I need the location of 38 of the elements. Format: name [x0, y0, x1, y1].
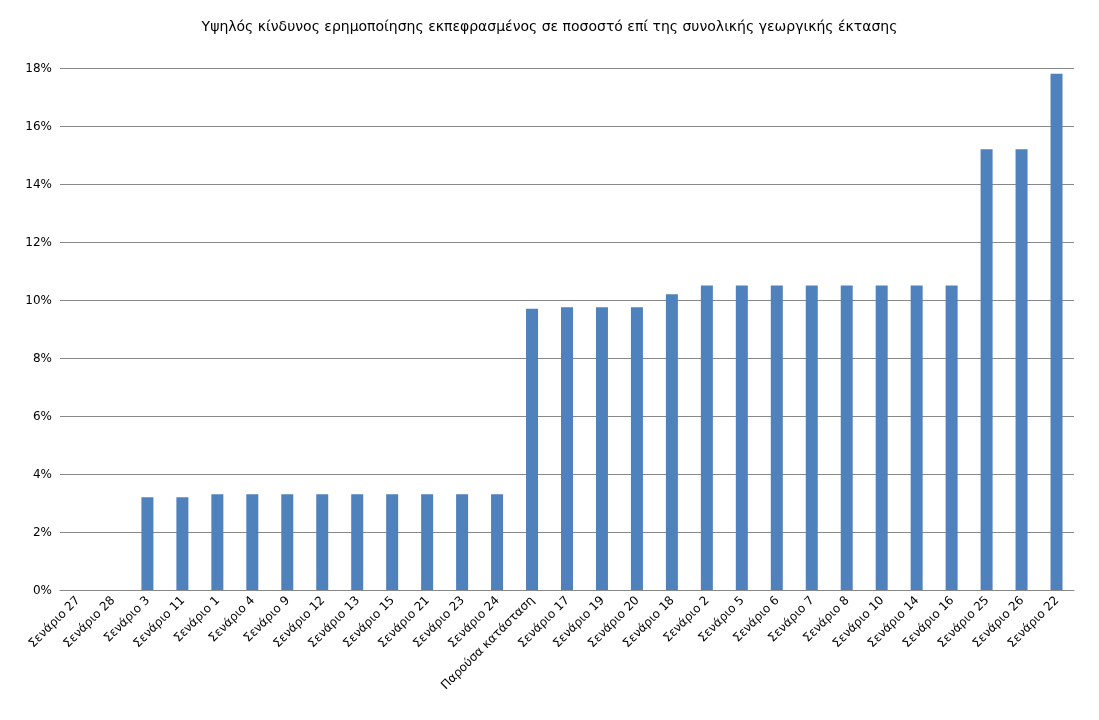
bar	[281, 494, 294, 590]
bar	[386, 494, 399, 590]
bar	[316, 494, 329, 590]
bar	[665, 294, 678, 590]
bar	[211, 494, 224, 590]
y-tick-label: 0%	[32, 583, 52, 597]
bar	[980, 149, 993, 590]
bar	[176, 497, 189, 590]
bar	[700, 285, 713, 590]
y-tick-label: 4%	[32, 467, 52, 481]
bar	[805, 285, 818, 590]
y-tick-label: 8%	[32, 351, 52, 365]
bar	[491, 494, 504, 590]
y-tick-label: 10%	[25, 293, 52, 307]
bar	[351, 494, 364, 590]
bar	[456, 494, 469, 590]
bar	[246, 494, 259, 590]
bar	[561, 307, 573, 590]
bar	[1015, 149, 1028, 590]
bar	[770, 285, 783, 590]
bar	[421, 494, 434, 590]
y-tick-label: 12%	[25, 235, 52, 249]
y-tick-label: 18%	[25, 61, 52, 75]
bar	[875, 285, 888, 590]
bar	[840, 285, 853, 590]
bar	[735, 285, 748, 590]
y-tick-label: 16%	[25, 119, 52, 133]
bar	[1050, 73, 1063, 590]
y-tick-label: 2%	[32, 525, 52, 539]
bar	[630, 307, 643, 590]
bar	[526, 308, 539, 590]
bar	[910, 285, 923, 590]
bar	[945, 285, 958, 590]
y-tick-label: 6%	[32, 409, 52, 423]
chart-title: Υψηλός κίνδυνος ερημοποίησης εκπεφρασμένος σε ποσοστό επί της συνολικής γεωργικής έκτασης	[200, 18, 898, 34]
bar	[141, 497, 154, 590]
y-tick-label: 14%	[25, 177, 52, 191]
bar	[595, 307, 608, 590]
